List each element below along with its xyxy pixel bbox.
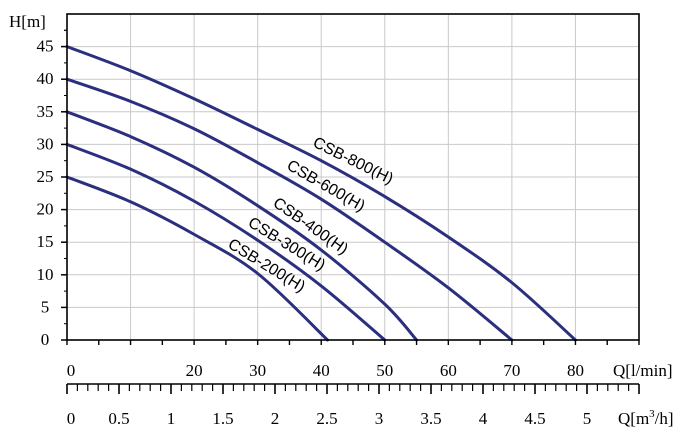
x-axis-label-lpm: Q[l/min] [613,361,673,380]
x-tick-label-m3h: 4 [479,409,488,428]
x-tick-label-m3h: 1 [167,409,176,428]
x-tick-label-m3h: 0.5 [108,409,129,428]
x-tick-label-lpm: 70 [503,361,520,380]
x-tick-label-m3h: 5 [583,409,592,428]
x-tick-label-lpm: 30 [249,361,266,380]
x-axis-label-m3h-suffix: /h] [655,409,674,428]
x-tick-label-lpm: 20 [186,361,203,380]
x-tick-label-lpm: 50 [376,361,393,380]
x-tick-label-lpm: 60 [440,361,457,380]
y-tick-label: 20 [37,200,54,219]
y-axis-label: H[m] [9,12,46,31]
x-tick-label-m3h: 4.5 [524,409,545,428]
y-tick-label: 15 [37,232,54,251]
series-line-csb-800-h- [65,45,577,342]
y-tick-label: 30 [37,134,54,153]
x-tick-label-m3h: 0 [67,409,76,428]
y-tick-label: 10 [37,265,54,284]
x-axis-label-m3h: Q[m3/h] [618,408,674,428]
x-tick-label-m3h: 3.5 [420,409,441,428]
y-tick-label: 0 [41,330,50,349]
y-tick-label: 40 [37,69,54,88]
series-line-csb-300-h- [65,142,387,342]
series-line-csb-400-h- [65,110,419,342]
series-line-csb-200-h- [65,175,330,342]
y-tick-label: 35 [37,102,54,121]
y-tick-label: 5 [41,297,50,316]
x-tick-label-m3h: 2 [271,409,280,428]
y-tick-label: 45 [37,37,54,56]
series-line-csb-600-h- [65,77,514,342]
x-tick-label-m3h: 3 [375,409,384,428]
x-tick-label-lpm: 0 [67,361,76,380]
x-tick-label-m3h: 2.5 [316,409,337,428]
x-axis-label-m3h-prefix: Q[m [618,409,649,428]
x-axis-label-m3h-sup: 3 [649,408,655,420]
y-tick-label: 25 [37,167,54,186]
x-tick-label-lpm: 40 [313,361,330,380]
x-tick-label-lpm: 80 [567,361,584,380]
x-tick-label-m3h: 1.5 [212,409,233,428]
